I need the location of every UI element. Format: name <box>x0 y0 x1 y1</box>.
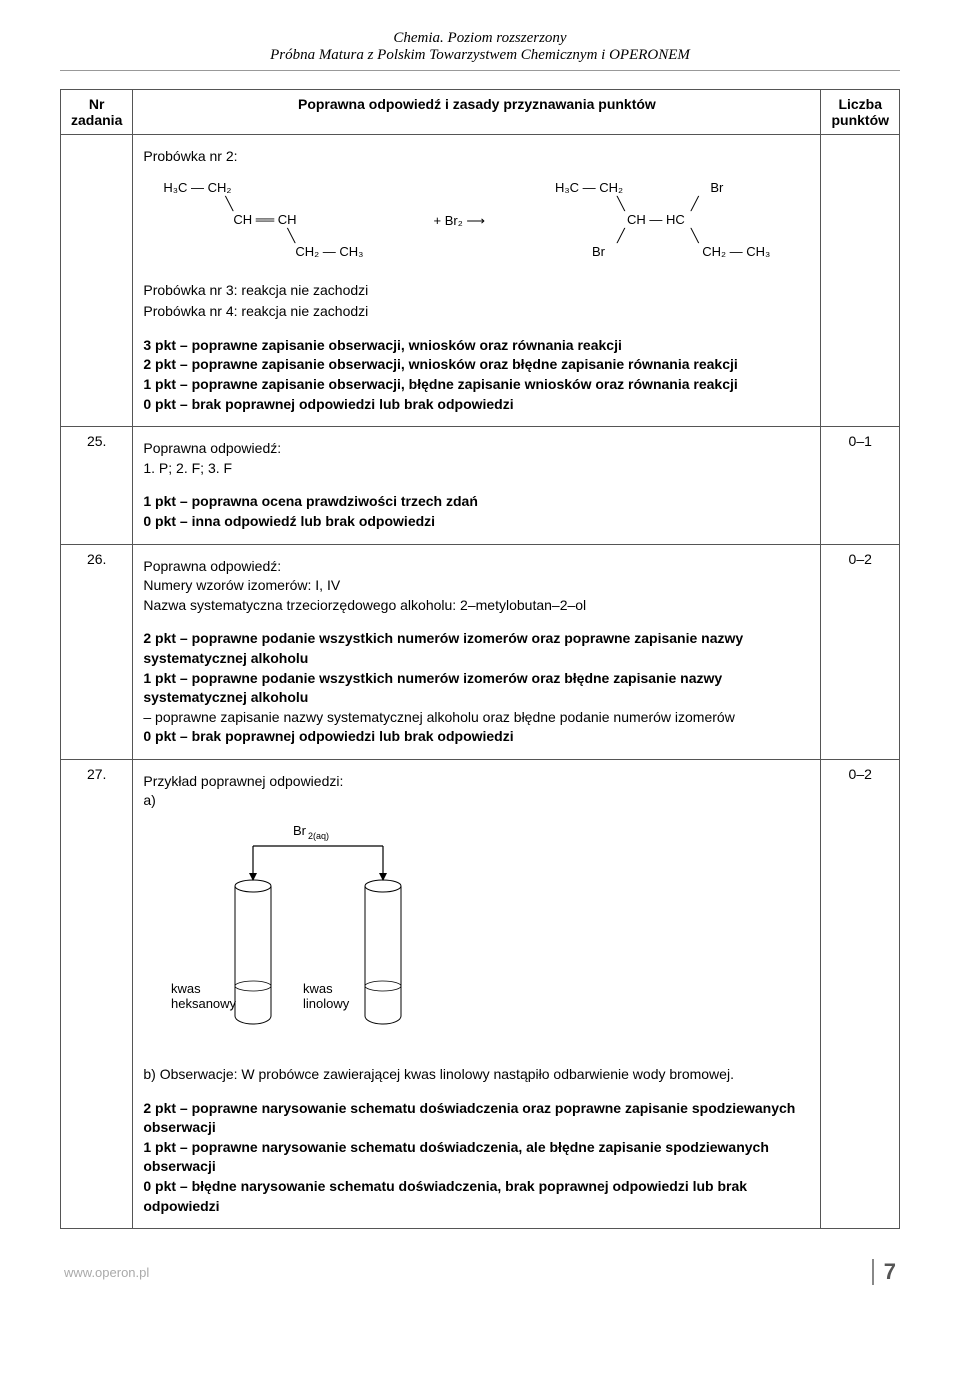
part-b: b) Obserwacje: W probówce zawierającej k… <box>143 1065 810 1085</box>
page-header: Chemia. Poziom rozszerzony Próbna Matura… <box>60 30 900 71</box>
table-row: 25. Poprawna odpowiedź: 1. P; 2. F; 3. F… <box>61 427 900 544</box>
probowka-2-label: Probówka nr 2: <box>143 147 810 167</box>
cell-answer: Probówka nr 2: H₃C — CH₂ ╲ CH ══ CH ╲ CH… <box>133 135 821 427</box>
pkt-0: 0 pkt – inna odpowiedź lub brak odpowied… <box>143 513 435 529</box>
cell-answer: Poprawna odpowiedź: Numery wzorów izomer… <box>133 544 821 759</box>
cell-points: 0–1 <box>821 427 900 544</box>
table-row: 27. Przykład poprawnej odpowiedzi: a) Br… <box>61 759 900 1228</box>
header-subtitle: Próbna Matura z Polskim Towarzystwem Che… <box>60 47 900 64</box>
footer-page-number: 7 <box>872 1259 896 1285</box>
cell-nr: 26. <box>61 544 133 759</box>
col-header-points: Liczba punktów <box>821 90 900 135</box>
answer-label: Przykład poprawnej odpowiedzi: <box>143 773 343 789</box>
pkt-1b: – poprawne zapisanie nazwy systematyczne… <box>143 709 734 725</box>
footer-url: www.operon.pl <box>64 1265 149 1280</box>
pkt-1: 1 pkt – poprawne zapisanie obserwacji, b… <box>143 376 737 392</box>
answer-line1: Numery wzorów izomerów: I, IV <box>143 577 340 593</box>
pkt-1: 1 pkt – poprawne narysowanie schematu do… <box>143 1139 769 1175</box>
cell-points <box>821 135 900 427</box>
pkt-1: 1 pkt – poprawna ocena prawdziwości trze… <box>143 493 478 509</box>
cell-points: 0–2 <box>821 544 900 759</box>
pkt-0: 0 pkt – brak poprawnej odpowiedzi lub br… <box>143 728 513 744</box>
cell-answer: Przykład poprawnej odpowiedzi: a) Br 2(a… <box>133 759 821 1228</box>
answer-label: Poprawna odpowiedź: <box>143 440 281 456</box>
part-a-label: a) <box>143 792 155 808</box>
pkt-2: 2 pkt – poprawne podanie wszystkich nume… <box>143 630 743 666</box>
chemical-equation: H₃C — CH₂ ╲ CH ══ CH ╲ CH₂ — CH₃ + Br₂ ⟶… <box>163 181 790 261</box>
col-header-nr: Nr zadania <box>61 90 133 135</box>
cell-nr <box>61 135 133 427</box>
cell-nr: 25. <box>61 427 133 544</box>
cell-answer: Poprawna odpowiedź: 1. P; 2. F; 3. F 1 p… <box>133 427 821 544</box>
cell-points: 0–2 <box>821 759 900 1228</box>
table-row: 26. Poprawna odpowiedź: Numery wzorów iz… <box>61 544 900 759</box>
svg-text:2(aq): 2(aq) <box>308 831 329 841</box>
tube1-label-line1: kwas <box>171 981 201 996</box>
pkt-1: 1 pkt – poprawne podanie wszystkich nume… <box>143 670 722 706</box>
answer-value: 1. P; 2. F; 3. F <box>143 460 232 476</box>
probowka-4: Probówka nr 4: reakcja nie zachodzi <box>143 302 810 322</box>
pkt-2: 2 pkt – poprawne narysowanie schematu do… <box>143 1100 795 1136</box>
answer-label: Poprawna odpowiedź: <box>143 558 281 574</box>
experiment-diagram: Br 2(aq) <box>163 821 810 1051</box>
page-footer: www.operon.pl 7 <box>60 1259 900 1285</box>
pkt-0: 0 pkt – błędne narysowanie schematu dośw… <box>143 1178 747 1214</box>
probowka-3: Probówka nr 3: reakcja nie zachodzi <box>143 281 810 301</box>
tube2-label-line2: linolowy <box>303 996 350 1011</box>
header-title: Chemia. Poziom rozszerzony <box>60 30 900 47</box>
cell-nr: 27. <box>61 759 133 1228</box>
col-header-answer: Poprawna odpowiedź i zasady przyznawania… <box>133 90 821 135</box>
answer-key-table: Nr zadania Poprawna odpowiedź i zasady p… <box>60 89 900 1229</box>
pkt-0: 0 pkt – brak poprawnej odpowiedzi lub br… <box>143 396 513 412</box>
table-row: Probówka nr 2: H₃C — CH₂ ╲ CH ══ CH ╲ CH… <box>61 135 900 427</box>
tube2-label-line1: kwas <box>303 981 333 996</box>
answer-line2: Nazwa systematyczna trzeciorzędowego alk… <box>143 597 586 613</box>
tube1-label-line2: heksanowy <box>171 996 237 1011</box>
pkt-2: 2 pkt – poprawne zapisanie obserwacji, w… <box>143 356 737 372</box>
pkt-3: 3 pkt – poprawne zapisanie obserwacji, w… <box>143 337 622 353</box>
br-label: Br <box>293 823 307 838</box>
